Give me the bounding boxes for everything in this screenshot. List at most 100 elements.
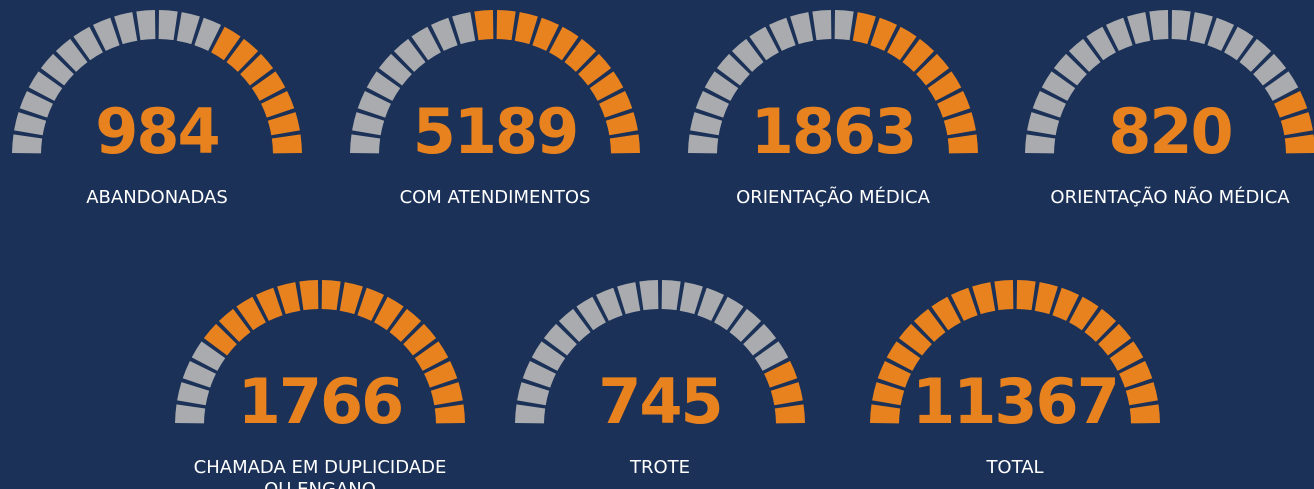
gauge-segment bbox=[1069, 296, 1099, 331]
gauge-segment bbox=[774, 404, 805, 424]
gauge-segment bbox=[1125, 382, 1158, 406]
gauge-segment bbox=[690, 112, 723, 136]
gauge-segment bbox=[931, 296, 961, 331]
gauge-segment bbox=[886, 341, 921, 371]
gauge-segment bbox=[599, 90, 633, 118]
gauge-segment bbox=[695, 90, 729, 118]
gauge-segment bbox=[729, 308, 762, 342]
gauge-segment bbox=[852, 12, 876, 45]
gauge-label: TROTE bbox=[629, 457, 690, 478]
gauge-segment bbox=[515, 404, 546, 424]
gauge-segment bbox=[1084, 308, 1117, 342]
gauge-segment bbox=[605, 112, 638, 136]
gauge-segment bbox=[424, 360, 458, 388]
gauge-segment bbox=[1041, 71, 1076, 101]
gauge-segment bbox=[1171, 10, 1191, 41]
gauge-segment bbox=[564, 38, 597, 72]
gauge-segment bbox=[28, 71, 63, 101]
gauge-segment bbox=[1016, 280, 1036, 311]
gauge-segment bbox=[430, 17, 458, 51]
gauge-segment bbox=[639, 280, 659, 311]
gauge-segment bbox=[321, 280, 341, 311]
gauge-segment bbox=[175, 404, 206, 424]
gauge-segment bbox=[1119, 360, 1153, 388]
gauge-segment bbox=[19, 90, 53, 118]
gauge-segment bbox=[617, 282, 641, 315]
gauge-segment bbox=[595, 287, 623, 321]
gauge-segment bbox=[578, 53, 612, 86]
gauge-segment bbox=[411, 26, 441, 61]
gauge-segment bbox=[834, 10, 854, 41]
gauge-segment bbox=[661, 280, 681, 311]
gauge-segment bbox=[255, 287, 283, 321]
gauge-segment bbox=[913, 308, 946, 342]
gauge-segment bbox=[403, 323, 437, 356]
gauge-segment bbox=[12, 134, 43, 154]
gauge-segment bbox=[532, 17, 560, 51]
gauge-segment bbox=[704, 71, 739, 101]
gauge-segment bbox=[870, 17, 898, 51]
gauge-segment bbox=[261, 90, 295, 118]
gauge-segment bbox=[434, 404, 465, 424]
gauge-segment bbox=[1098, 323, 1132, 356]
gauge-segment bbox=[357, 90, 391, 118]
gauge-segment bbox=[743, 323, 777, 356]
gauge-value: 1863 bbox=[751, 95, 916, 168]
gauge-segment bbox=[1105, 17, 1133, 51]
gauge-segment bbox=[937, 90, 971, 118]
gauge-segment bbox=[211, 26, 241, 61]
gauge-segment bbox=[1052, 287, 1080, 321]
gauge-segment bbox=[226, 38, 259, 72]
gauge-value: 1766 bbox=[238, 365, 403, 438]
gauge-segment bbox=[378, 53, 412, 86]
gauge-segment bbox=[1264, 71, 1299, 101]
gauge-segment bbox=[182, 360, 216, 388]
gauge-segment bbox=[688, 134, 719, 154]
gauge-segment bbox=[236, 296, 266, 331]
gauge-segment bbox=[1274, 90, 1308, 118]
gauge-segment bbox=[55, 38, 88, 72]
gauge-segment bbox=[994, 280, 1014, 311]
gauge-segment bbox=[943, 112, 976, 136]
gauge-segment bbox=[714, 296, 744, 331]
gauge-segment bbox=[299, 280, 319, 311]
gauge-segment bbox=[1280, 112, 1313, 136]
gauge-segment bbox=[517, 382, 550, 406]
gauge-segment bbox=[218, 308, 251, 342]
gauge-label: TOTAL bbox=[985, 457, 1043, 478]
gauge-segment bbox=[430, 382, 463, 406]
gauge-segment bbox=[576, 296, 606, 331]
gauge-segment bbox=[177, 382, 210, 406]
gauge-label: ORIENTAÇÃO MÉDICA bbox=[736, 186, 931, 208]
gauge-segment bbox=[950, 287, 978, 321]
gauge-value: 5189 bbox=[413, 95, 578, 168]
gauge-segment bbox=[1086, 26, 1116, 61]
gauge-segment bbox=[1068, 38, 1101, 72]
gauge-segment bbox=[549, 26, 579, 61]
gauge-segment bbox=[609, 134, 640, 154]
gauge-segment bbox=[531, 341, 566, 371]
gauge-segment bbox=[277, 282, 301, 315]
gauge-segment bbox=[271, 134, 302, 154]
gauge-segment bbox=[916, 53, 950, 86]
gauge-segment bbox=[558, 308, 591, 342]
gauge-segment bbox=[877, 360, 911, 388]
gauge-value: 745 bbox=[598, 365, 721, 438]
gauge-segment bbox=[870, 404, 901, 424]
gauge-segment bbox=[770, 382, 803, 406]
gauge-segment bbox=[414, 341, 449, 371]
gauge-segment bbox=[764, 360, 798, 388]
gauge-segment bbox=[158, 10, 178, 41]
gauge-segment bbox=[136, 10, 156, 41]
gauge-segment bbox=[1253, 53, 1287, 86]
gauge-segment bbox=[114, 12, 138, 45]
gauge-segment bbox=[679, 282, 703, 315]
gauge-segment bbox=[267, 112, 300, 136]
gauge-segment bbox=[1189, 12, 1213, 45]
gauge-label: ORIENTAÇÃO NÃO MÉDICA bbox=[1050, 186, 1290, 208]
gauge-label: CHAMADA EM DUPLICIDADE bbox=[194, 457, 447, 478]
gauge-segment bbox=[902, 38, 935, 72]
gauge-segment bbox=[251, 71, 286, 101]
gauge-segment bbox=[350, 134, 381, 154]
gauge-segment bbox=[1284, 134, 1314, 154]
